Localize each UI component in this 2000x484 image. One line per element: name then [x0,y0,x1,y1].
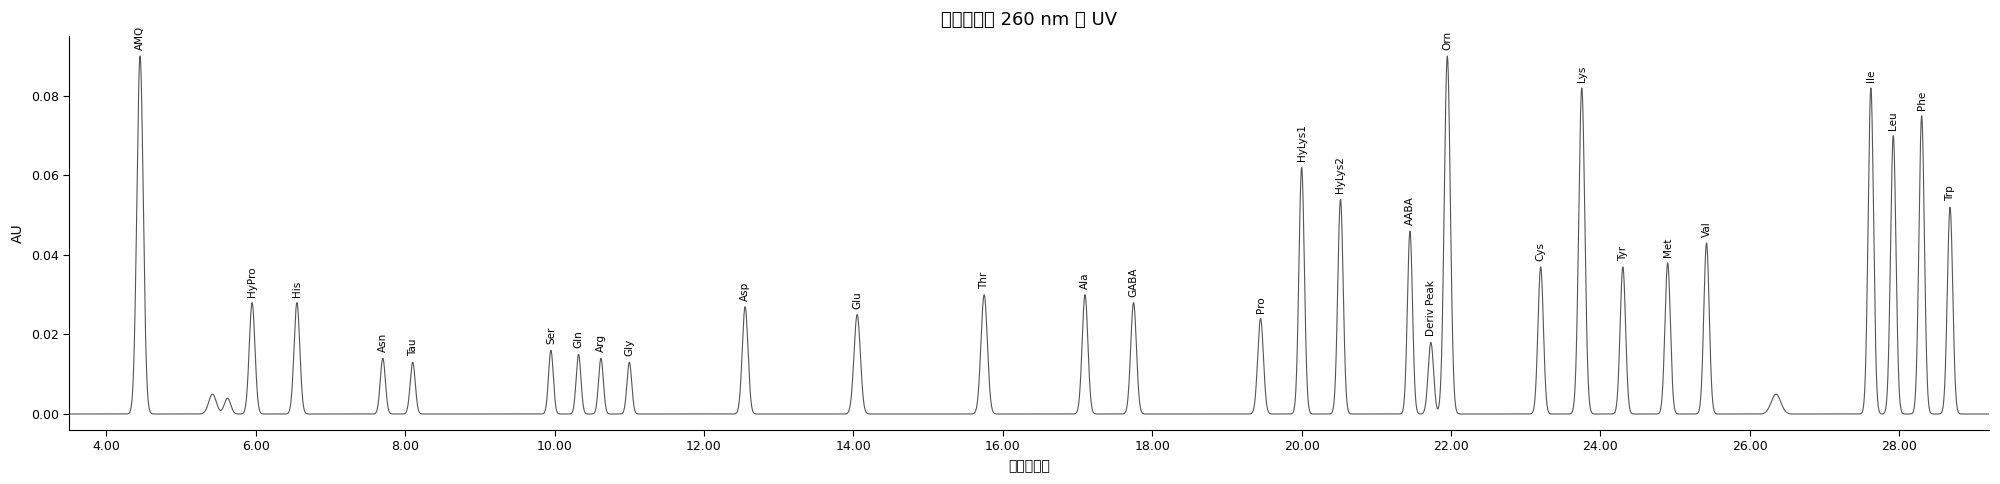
Text: Cys: Cys [1536,242,1546,261]
X-axis label: 時間（分）: 時間（分） [1008,459,1050,473]
Text: Leu: Leu [1888,111,1898,130]
Text: HyPro: HyPro [248,266,258,297]
Y-axis label: AU: AU [12,223,26,243]
Text: Gln: Gln [574,331,584,348]
Text: HyLys1: HyLys1 [1296,124,1306,162]
Text: Asn: Asn [378,333,388,352]
Text: HyLys2: HyLys2 [1336,156,1346,193]
Text: Lys: Lys [1576,65,1586,82]
Text: Ala: Ala [1080,272,1090,289]
Text: Ser: Ser [546,327,556,345]
Text: Glu: Glu [852,291,862,309]
Text: GABA: GABA [1128,267,1138,297]
Text: Thr: Thr [980,272,990,289]
Text: Met: Met [1662,238,1672,257]
Text: Deriv Peak: Deriv Peak [1426,281,1436,336]
Text: Orn: Orn [1442,31,1452,50]
Text: Gly: Gly [624,339,634,356]
Text: AMQ: AMQ [136,26,146,50]
Text: AABA: AABA [1404,197,1414,225]
Text: Val: Val [1702,221,1712,237]
Text: Asp: Asp [740,281,750,301]
Text: Trp: Trp [1946,185,1956,201]
Text: Pro: Pro [1256,296,1266,313]
Text: Arg: Arg [596,334,606,352]
Text: Tau: Tau [408,339,418,356]
Title: 細胞培地の 260 nm の UV: 細胞培地の 260 nm の UV [940,11,1118,29]
Text: His: His [292,280,302,297]
Text: Tyr: Tyr [1618,246,1628,261]
Text: Phe: Phe [1916,91,1926,110]
Text: Ile: Ile [1866,70,1876,82]
